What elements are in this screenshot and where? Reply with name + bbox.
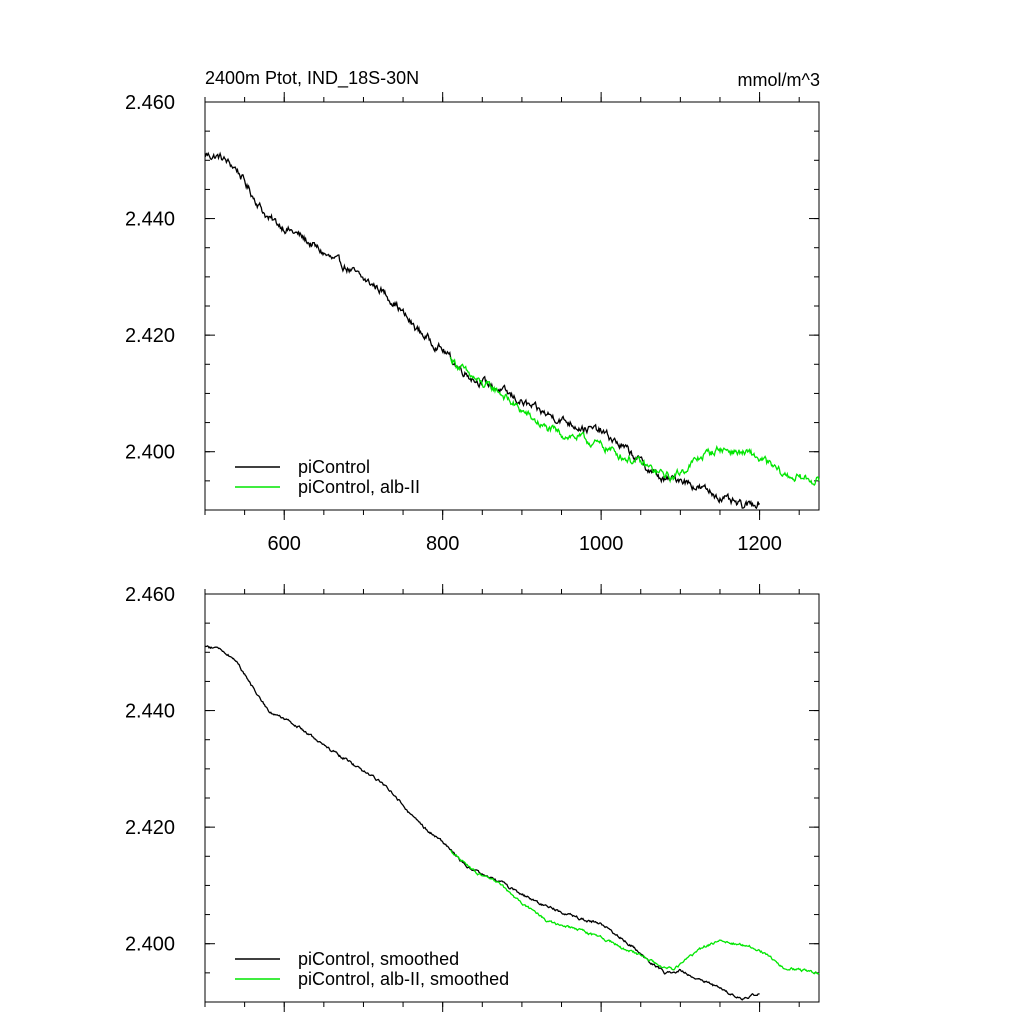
y-tick-label: 2.400: [125, 934, 175, 956]
y-tick-label: 2.440: [125, 209, 175, 231]
plot-frame: [204, 101, 820, 511]
y-tick-label: 2.460: [125, 584, 175, 606]
y-tick-label: 2.400: [125, 442, 175, 464]
x-tick-label: 800: [426, 533, 459, 555]
tick-labels: 2.400 2.420 2.440 2.460 600 800 1000 1200: [125, 92, 782, 555]
series-line: [204, 645, 760, 1001]
series-line: [450, 849, 820, 975]
y-tick-label: 2.460: [125, 92, 175, 114]
y-tick-label: 2.440: [125, 701, 175, 723]
legend-label: piControl: [298, 457, 370, 477]
chart-title: 2400m Ptot, IND_18S-30N: [205, 68, 419, 89]
tick-marks: [204, 92, 819, 520]
panel-bottom: 2.400 2.420 2.440 2.460 piControl, smoothed…: [125, 584, 820, 1012]
series-line: [204, 151, 761, 510]
x-tick-label: 1000: [579, 533, 624, 555]
y-tick-label: 2.420: [125, 325, 175, 347]
chart-units: mmol/m^3: [738, 70, 820, 90]
y-tick-label: 2.420: [125, 817, 175, 839]
tick-marks: [204, 584, 819, 1012]
legend-label: piControl, alb-II, smoothed: [298, 969, 509, 989]
x-tick-label: 1200: [737, 533, 782, 555]
tick-labels: 2.400 2.420 2.440 2.460: [125, 584, 175, 956]
panel-top: 2400m Ptot, IND_18S-30N mmol/m^3 2.4002.…: [125, 68, 820, 555]
plot-frame: [204, 593, 820, 1003]
series-line: [449, 356, 820, 487]
series-lines: [204, 151, 820, 510]
legend-label: piControl, alb-II: [298, 477, 420, 497]
series-lines: [204, 645, 820, 1001]
legend-label: piControl, smoothed: [298, 949, 459, 969]
x-tick-label: 600: [268, 533, 301, 555]
